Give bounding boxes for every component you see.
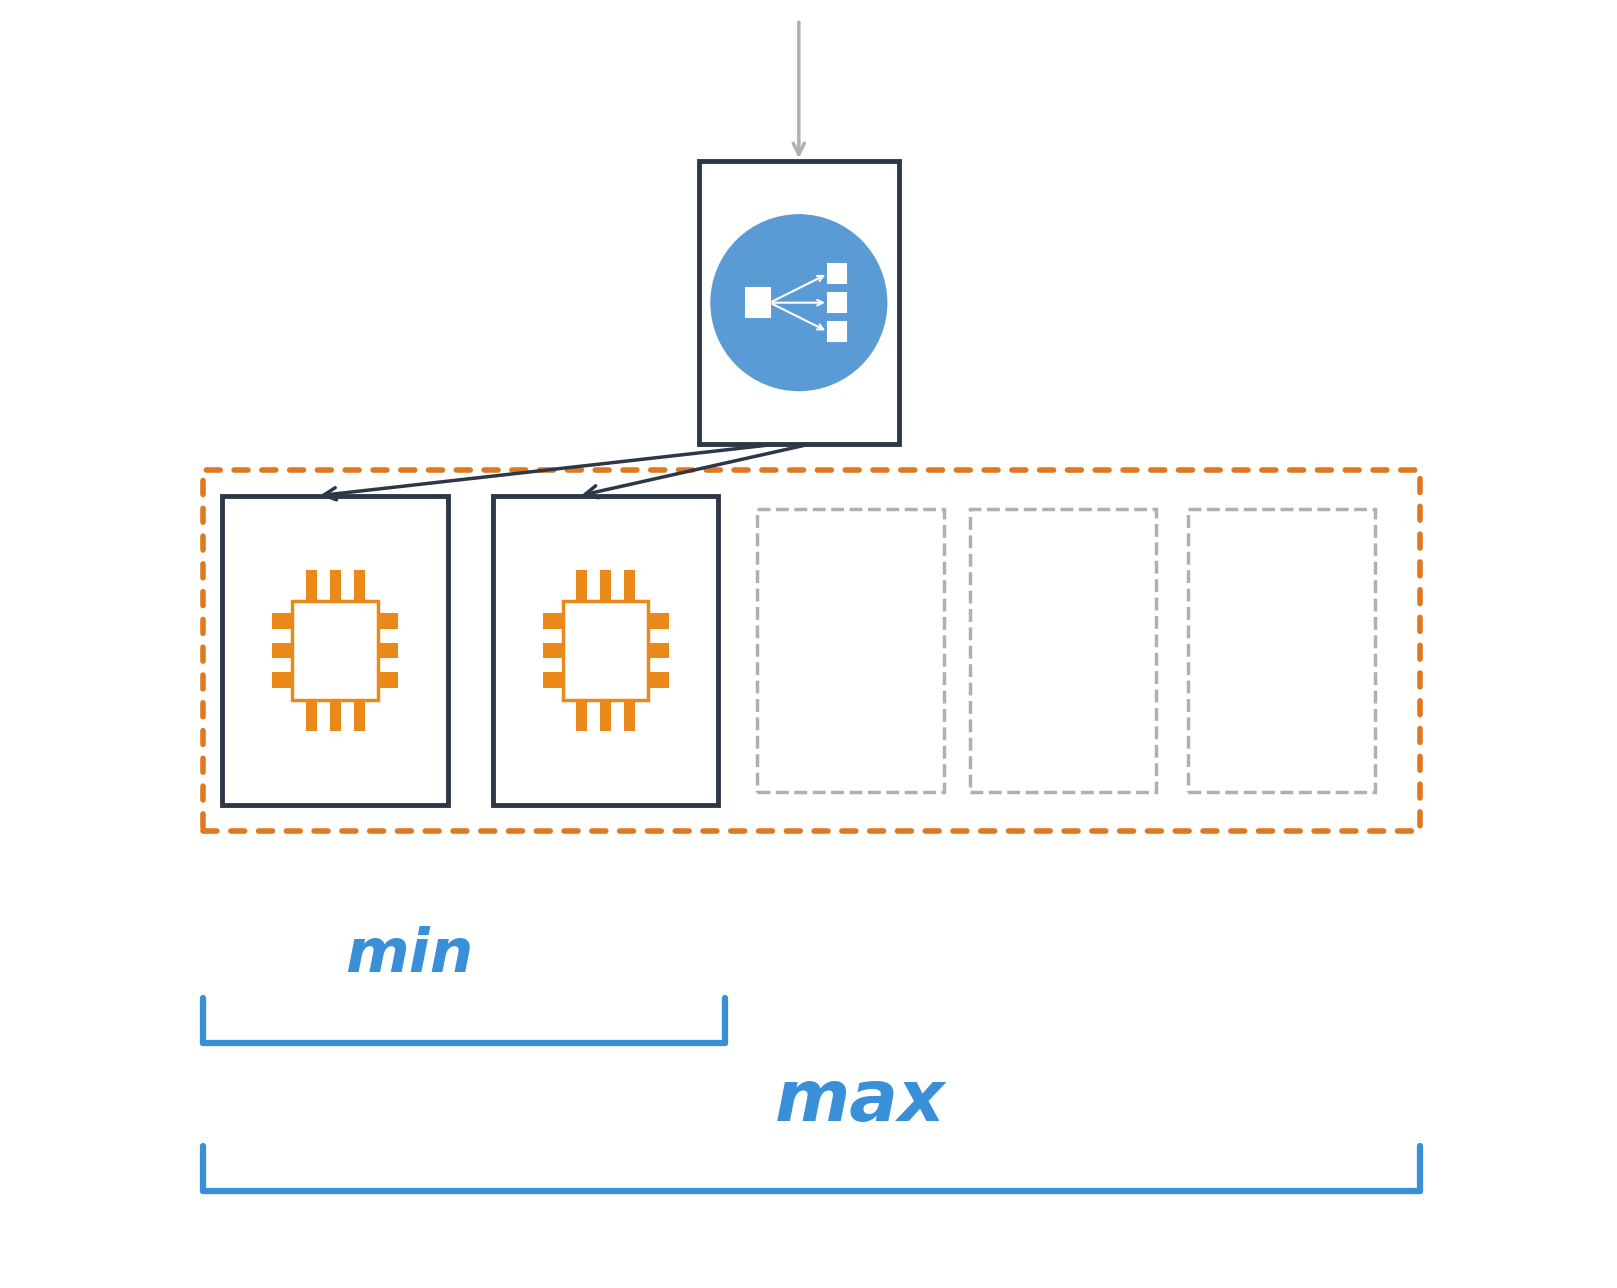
Bar [272, 672, 293, 688]
Bar [828, 294, 846, 312]
Bar [543, 643, 563, 658]
Bar [745, 289, 770, 317]
Bar [600, 699, 611, 730]
Circle shape [711, 215, 886, 390]
Bar [624, 571, 635, 601]
Text: min: min [344, 926, 474, 985]
Bar [204, 470, 1420, 831]
Bar [624, 699, 635, 730]
Bar [600, 571, 611, 601]
Bar [330, 571, 341, 601]
Bar [493, 496, 718, 805]
Bar [970, 509, 1156, 792]
Bar [378, 672, 398, 688]
Bar [272, 643, 293, 658]
Bar [306, 571, 317, 601]
Bar [1188, 509, 1374, 792]
Bar [576, 699, 587, 730]
Text: max: max [775, 1066, 946, 1136]
Bar [648, 672, 669, 688]
Bar [828, 264, 846, 283]
Bar [293, 601, 378, 699]
Bar [223, 496, 448, 805]
Bar [757, 509, 944, 792]
Bar [699, 161, 899, 444]
Bar [354, 571, 365, 601]
Bar [272, 613, 293, 629]
Bar [828, 322, 846, 341]
Bar [648, 643, 669, 658]
Bar [378, 613, 398, 629]
Bar [354, 699, 365, 730]
Bar [648, 613, 669, 629]
Bar [543, 613, 563, 629]
Bar [543, 672, 563, 688]
Bar [330, 699, 341, 730]
Bar [378, 643, 398, 658]
Bar [576, 571, 587, 601]
Bar [306, 699, 317, 730]
Bar [563, 601, 648, 699]
